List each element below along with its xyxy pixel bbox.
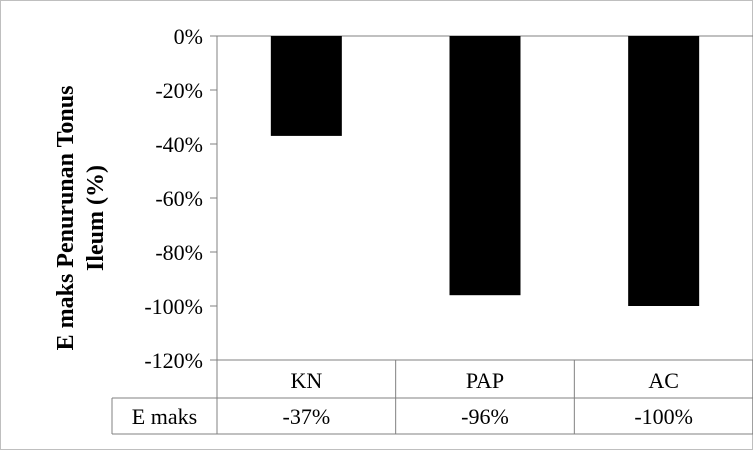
table-value-ac: -100% bbox=[634, 404, 693, 429]
y-tick-label: -100% bbox=[144, 294, 203, 319]
y-tick-label: -60% bbox=[155, 186, 203, 211]
y-tick-label: -120% bbox=[144, 348, 203, 373]
table-value-pap: -96% bbox=[461, 404, 509, 429]
y-tick-label: -20% bbox=[155, 78, 203, 103]
data-table: KN PAP AC E maks -37% -96% -100% bbox=[111, 359, 753, 435]
bar-pap bbox=[449, 36, 521, 296]
x-category-label: AC bbox=[648, 368, 679, 393]
table-value-kn: -37% bbox=[283, 404, 331, 429]
y-tick-label: -40% bbox=[155, 132, 203, 157]
y-tick-label: -80% bbox=[155, 240, 203, 265]
y-axis-title-line2: Ileum (%) bbox=[83, 165, 109, 271]
table-series-name: E maks bbox=[132, 404, 197, 429]
x-category-label: PAP bbox=[466, 368, 504, 393]
bar-series bbox=[270, 36, 700, 306]
bar-kn bbox=[270, 36, 342, 136]
x-category-label: KN bbox=[290, 368, 322, 393]
y-tick-label: 0% bbox=[174, 24, 203, 49]
bar-ac bbox=[628, 36, 700, 306]
y-axis-title-line1: E maks Penurunan Tonus bbox=[53, 86, 79, 351]
